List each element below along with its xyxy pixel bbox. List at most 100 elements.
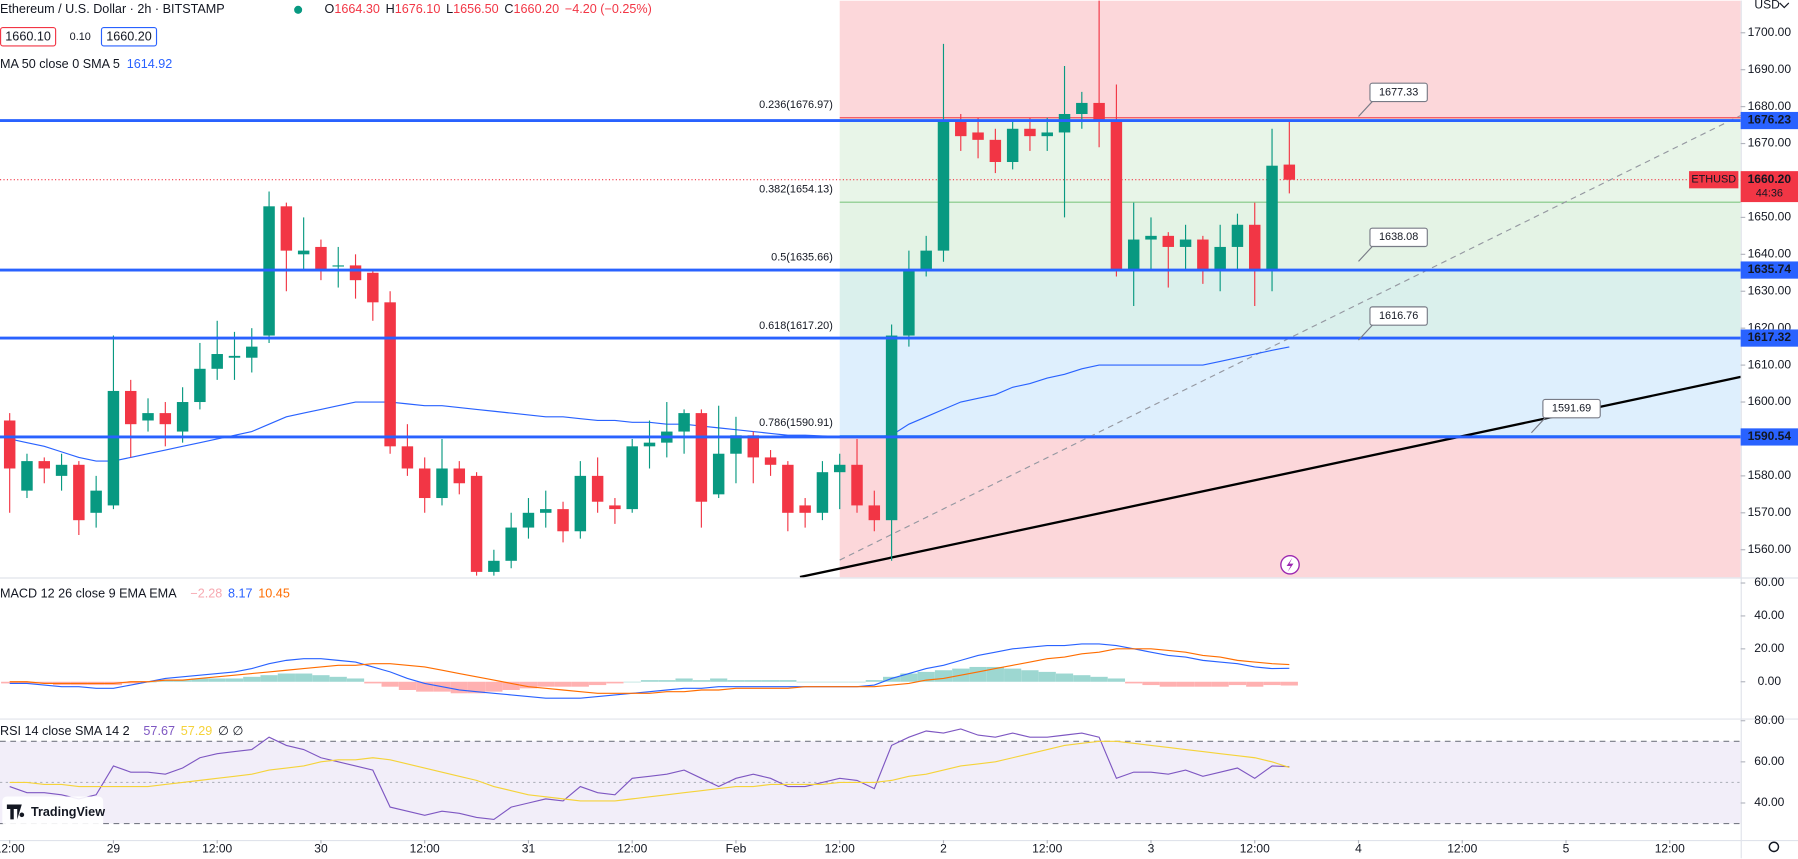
candle-body <box>851 464 863 506</box>
candle-body <box>885 335 898 521</box>
macd-pane <box>1 643 1298 699</box>
candle-body <box>1024 128 1036 137</box>
candle-body <box>107 390 120 506</box>
settings-icon[interactable] <box>1768 841 1780 853</box>
y-tick-label: 60.00 <box>1754 575 1784 589</box>
callout-pointer <box>1358 324 1373 341</box>
event-icon-bolt <box>1286 557 1294 572</box>
histogram-bar <box>277 673 295 682</box>
histogram-bar <box>1263 681 1281 686</box>
histogram-bar <box>537 681 555 687</box>
histogram-bar <box>1004 668 1022 682</box>
histogram-bar <box>848 681 866 683</box>
y-tick-label: 40.00 <box>1754 795 1784 809</box>
histogram-bar <box>640 680 659 682</box>
histogram-bar <box>519 681 538 689</box>
y-tick-label: 1570.00 <box>1748 505 1792 519</box>
histogram-bar <box>329 676 347 682</box>
candle-body <box>833 464 846 473</box>
histogram-bar <box>727 680 745 682</box>
price-label: 1676.23 <box>1748 113 1792 127</box>
chart-title: Ethereum / U.S. Dollar · 2h · BITSTAMP <box>0 2 225 16</box>
histogram-bar <box>969 666 987 682</box>
histogram-bar <box>675 678 693 682</box>
candle-body <box>1197 239 1209 270</box>
x-tick-label: Feb <box>726 841 747 855</box>
histogram-bar <box>416 681 434 692</box>
legend-name: RSI 14 close SMA 14 2 <box>0 725 130 739</box>
candle-body <box>297 250 310 255</box>
price-label: 1635.74 <box>1748 262 1792 276</box>
candle-body <box>211 354 223 369</box>
histogram-bar <box>191 678 209 682</box>
candle-body <box>1076 102 1088 115</box>
histogram-bar <box>346 678 365 682</box>
candle-body <box>228 355 241 358</box>
y-tick-label: 80.00 <box>1754 713 1784 727</box>
ohlc-legend: O1664.30 H1676.10 L1656.50 C1660.20 −4.20 (−… <box>325 2 652 16</box>
callout-label: 1591.69 <box>1552 403 1591 415</box>
y-tick-label: 60.00 <box>1754 754 1784 768</box>
fib-zone <box>839 270 1741 339</box>
histogram-bar <box>260 675 278 682</box>
candle-body <box>747 435 759 458</box>
candle-body <box>972 132 984 140</box>
candle-body <box>1006 128 1019 163</box>
histogram-bar <box>796 681 814 683</box>
symbol-label: ETHUSD <box>1691 174 1736 186</box>
x-tick-label: 12:00 <box>0 841 25 855</box>
x-tick-label: 4 <box>1355 841 1362 855</box>
histogram-bar <box>467 681 486 694</box>
histogram-bar <box>623 681 641 683</box>
histogram-bar <box>1055 673 1074 682</box>
x-tick-label: 12:00 <box>410 841 440 855</box>
candle-body <box>955 121 967 137</box>
candle-body <box>470 475 483 572</box>
candle-body <box>609 505 621 510</box>
y-tick-label: 1670.00 <box>1748 136 1792 150</box>
y-tick-label: 1560.00 <box>1748 542 1792 556</box>
candle-body <box>1179 239 1192 247</box>
candle-body <box>782 464 794 513</box>
y-tick-label: 1600.00 <box>1748 394 1792 408</box>
candle-body <box>1058 114 1071 133</box>
price-label-box <box>1740 261 1798 279</box>
candle-body <box>401 446 414 469</box>
x-tick-label: 29 <box>107 841 121 855</box>
callout-pointer <box>1531 417 1546 434</box>
candle-body <box>678 413 690 432</box>
candle-body <box>730 435 742 454</box>
histogram-bar <box>692 680 710 682</box>
histogram-bar <box>122 681 140 684</box>
legend-value: 57.67 <box>143 725 175 739</box>
candle-body <box>488 560 500 572</box>
bid-box <box>0 27 57 47</box>
candle-body <box>1266 165 1278 270</box>
x-tick-label: 31 <box>522 841 536 855</box>
candle-body <box>1110 121 1123 270</box>
histogram-bar <box>1125 681 1143 684</box>
histogram-bar <box>761 680 780 682</box>
candle-body <box>626 446 638 510</box>
histogram-bar <box>1107 678 1126 682</box>
y-tick-label: 20.00 <box>1754 641 1784 655</box>
y-tick-label: 0.00 <box>1758 674 1782 688</box>
candle-body <box>159 413 172 425</box>
y-tick-label: 1650.00 <box>1748 210 1792 224</box>
fib-zone <box>839 338 1741 436</box>
ma-legend: MA 50 close 0 SMA 5 1614.92 <box>0 57 172 71</box>
candle-body <box>1283 164 1296 180</box>
ohlc-item: 1664.30 <box>334 2 380 16</box>
legend-value: 8.17 <box>228 587 253 601</box>
candle-body <box>38 461 51 469</box>
candle-body <box>591 475 604 502</box>
histogram-bar <box>1194 681 1212 687</box>
candle-body <box>142 413 154 421</box>
legend-value: 10.45 <box>258 587 290 601</box>
histogram-bar <box>900 673 918 682</box>
candle-body <box>246 346 258 358</box>
candle-body <box>176 402 189 432</box>
candle-body <box>384 302 396 447</box>
y-tick-label: 1690.00 <box>1748 62 1792 76</box>
candle-body <box>1093 102 1105 122</box>
